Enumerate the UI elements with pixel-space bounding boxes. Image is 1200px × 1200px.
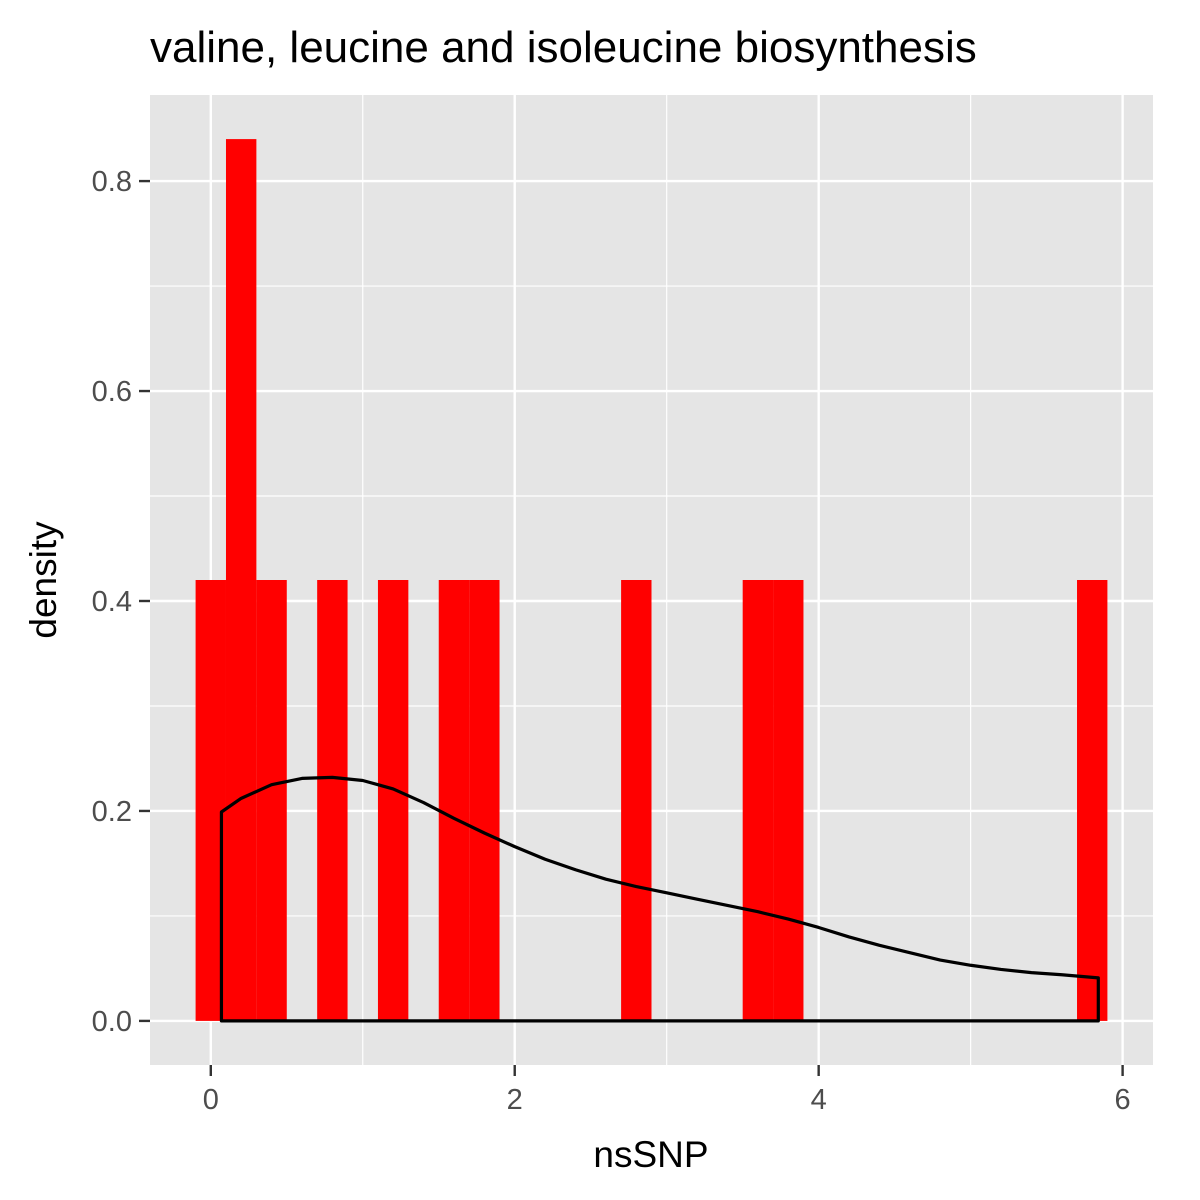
histogram-bars bbox=[195, 139, 1108, 1021]
histogram-bar-9 bbox=[773, 580, 804, 1021]
histogram-bar-5 bbox=[438, 580, 470, 1021]
histogram-bar-10 bbox=[1077, 580, 1108, 1021]
x-tick-label: 4 bbox=[811, 1084, 827, 1116]
histogram-bar-6 bbox=[469, 580, 500, 1021]
histogram-bar-4 bbox=[377, 580, 409, 1021]
chart-title: valine, leucine and isoleucine biosynthe… bbox=[150, 23, 977, 72]
density-curve bbox=[219, 775, 1100, 1023]
histogram-bar-8 bbox=[742, 580, 774, 1021]
y-tick-label: 0.8 bbox=[92, 166, 132, 198]
y-axis: 0.0 0.2 0.4 0.6 0.8 bbox=[92, 166, 150, 1038]
y-tick-label: 0.4 bbox=[92, 586, 132, 618]
y-tick-label: 0.6 bbox=[92, 376, 132, 408]
histogram-bar-1 bbox=[225, 139, 257, 1021]
y-axis-title: density bbox=[23, 521, 64, 639]
y-tick-label: 0.0 bbox=[92, 1006, 132, 1038]
x-tick-label: 6 bbox=[1115, 1084, 1131, 1116]
histogram-bar-3 bbox=[317, 580, 348, 1021]
x-axis: 0 2 4 6 bbox=[203, 1065, 1131, 1116]
histogram-bar-7 bbox=[621, 580, 652, 1021]
histogram-bar-2 bbox=[256, 580, 287, 1021]
x-tick-label: 2 bbox=[507, 1084, 523, 1116]
density-curve-layer bbox=[219, 775, 1100, 1023]
x-tick-label: 0 bbox=[203, 1084, 219, 1116]
y-tick-label: 0.2 bbox=[92, 796, 132, 828]
x-axis-title: nsSNP bbox=[593, 1134, 708, 1175]
